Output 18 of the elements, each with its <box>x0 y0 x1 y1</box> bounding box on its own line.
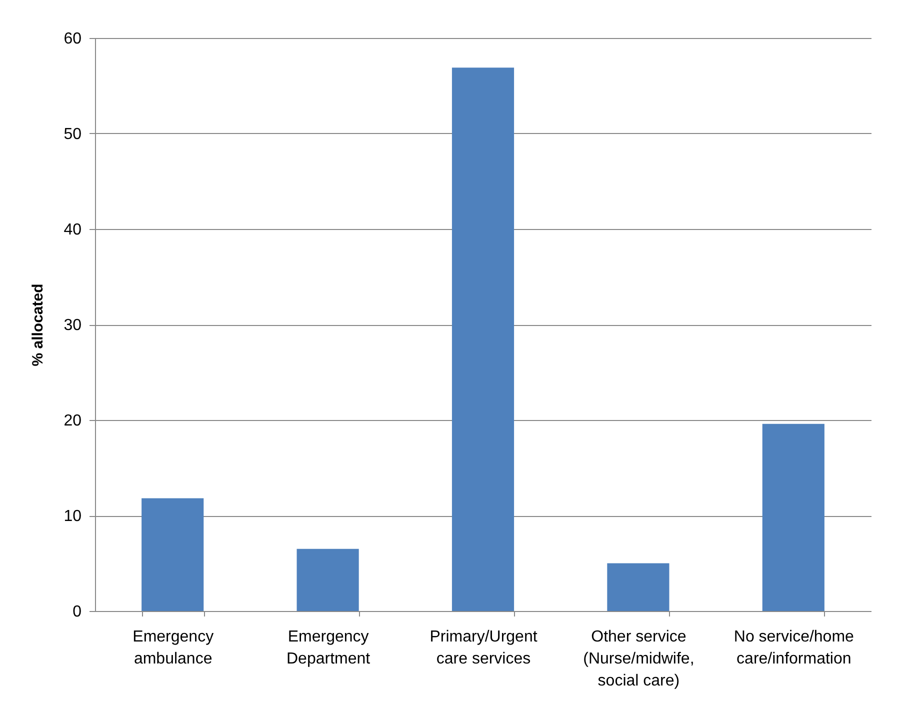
y-tick-label: 50 <box>64 126 82 143</box>
y-tick-label: 60 <box>64 30 82 48</box>
y-axis-title: % allocated <box>30 284 47 366</box>
bar <box>762 424 824 611</box>
bar <box>296 548 359 611</box>
bar <box>142 498 204 611</box>
x-tick-label: Emergency Department <box>286 628 371 668</box>
y-tick-label: 40 <box>64 222 82 238</box>
bar <box>452 68 514 611</box>
bar <box>607 563 670 611</box>
y-tick-label: 20 <box>64 412 82 430</box>
y-tick-label: 10 <box>64 508 82 525</box>
y-tick-label: 0 <box>72 604 82 620</box>
x-tick-label: No service/home care/information <box>734 628 854 668</box>
x-tick-label: Emergency ambulance <box>132 628 214 668</box>
x-tick-label: Other service (Nurse/midwife, social care) <box>583 628 694 690</box>
x-tick-label: Primary/Urgent care services <box>430 628 538 668</box>
y-tick-label: 30 <box>64 317 82 334</box>
